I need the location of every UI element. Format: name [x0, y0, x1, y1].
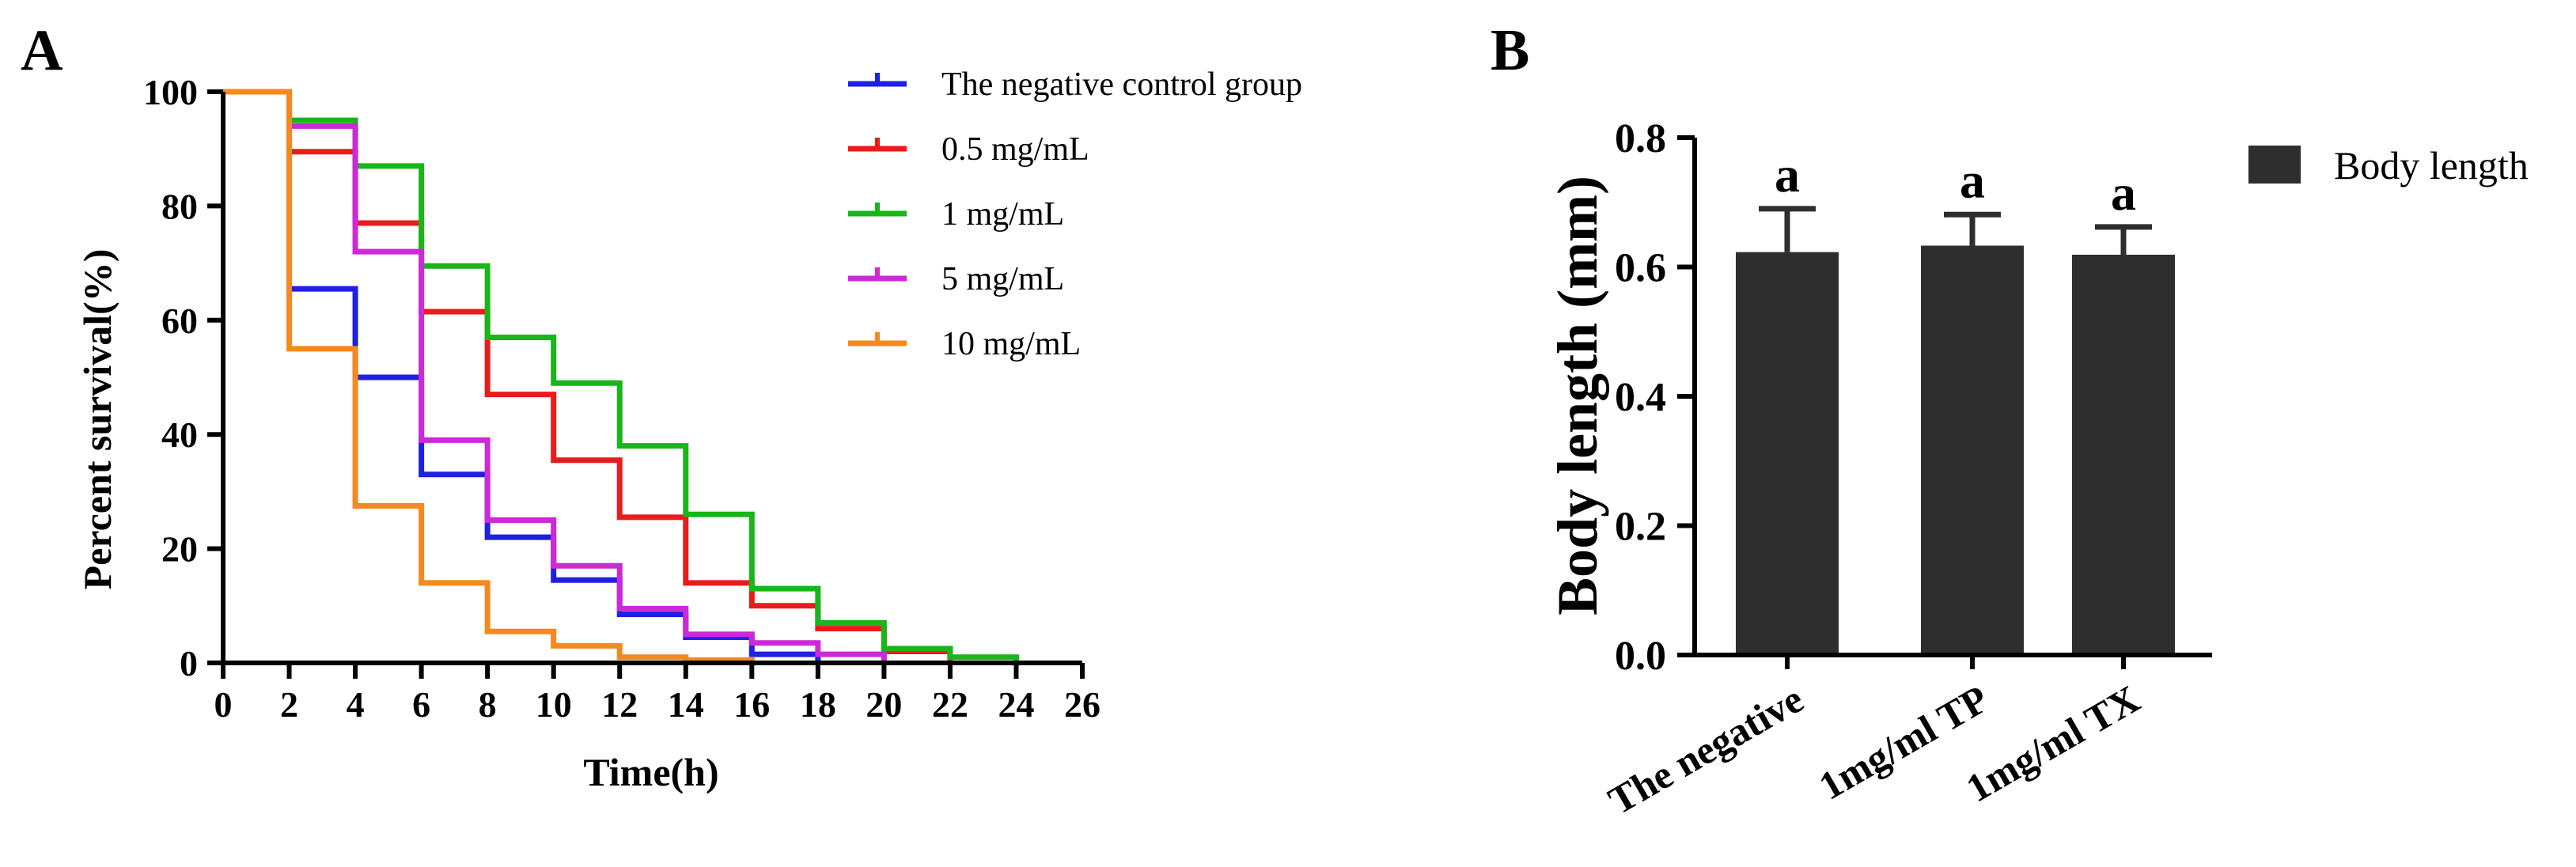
survival-legend-label-2: 0.5 mg/mL	[941, 131, 1089, 168]
survival-x-tick-label: 16	[733, 684, 770, 725]
survival-x-tick-label: 8	[479, 684, 497, 725]
survival-line-series-5	[223, 89, 755, 663]
survival-x-tick-label: 4	[347, 684, 365, 725]
survival-legend-label-4: 5 mg/mL	[941, 261, 1064, 297]
body-length-y-axis-title: Body length (mm)	[1546, 176, 1609, 615]
body-length-y-axis: 0.0 0.2 0.4 0.6 0.8	[1615, 116, 1697, 679]
survival-y-tick-label: 0	[180, 643, 198, 683]
body-length-legend-swatch	[2248, 146, 2301, 184]
body-length-bar-1	[1736, 252, 1839, 655]
survival-x-tick-label: 20	[866, 684, 902, 725]
survival-y-axis-title: Percent survival(%)	[75, 249, 119, 590]
survival-line-series-4	[223, 89, 887, 663]
body-length-category-label-3: 1mg/ml TX	[1959, 676, 2147, 811]
survival-x-tick-label: 0	[214, 684, 233, 725]
body-length-y-tick-label: 0.0	[1615, 634, 1666, 679]
survival-x-tick-label: 2	[280, 684, 298, 725]
survival-plot	[223, 89, 1019, 663]
survival-y-tick-label: 20	[161, 529, 198, 570]
survival-x-tick-label: 14	[668, 684, 704, 725]
survival-legend: The negative control group 0.5 mg/mL 1 mg/…	[848, 66, 1302, 362]
body-length-y-tick-label: 0.8	[1615, 116, 1666, 161]
survival-y-tick-label: 80	[161, 186, 198, 226]
survival-x-tick-label: 26	[1064, 684, 1100, 725]
survival-legend-label-1: The negative control group	[941, 66, 1302, 103]
survival-y-axis: 0 20 40 60 80 100	[143, 72, 225, 683]
survival-x-tick-label: 18	[800, 684, 836, 725]
survival-legend-label-3: 1 mg/mL	[941, 196, 1064, 233]
panel-b-label: B	[1491, 18, 1529, 83]
survival-line-series-2	[223, 89, 953, 663]
survival-x-axis-title: Time(h)	[583, 750, 718, 794]
survival-x-tick-label: 10	[536, 684, 572, 725]
survival-line-series-1	[223, 89, 821, 663]
body-length-bar-2	[1921, 245, 2024, 656]
survival-x-tick-label: 22	[932, 684, 968, 725]
panel-a-label: A	[21, 18, 63, 83]
survival-x-tick-label: 6	[412, 684, 430, 725]
survival-y-tick-label: 60	[161, 301, 198, 341]
body-length-significance-label-2: a	[1960, 152, 1985, 208]
survival-x-tick-label: 24	[998, 684, 1034, 725]
body-length-y-tick-label: 0.2	[1615, 505, 1666, 550]
body-length-legend: Body length	[2248, 143, 2529, 187]
survival-y-tick-label: 100	[143, 72, 198, 112]
body-length-category-label-1: The negative	[1601, 676, 1811, 823]
body-length-y-tick-label: 0.6	[1615, 246, 1666, 291]
body-length-y-tick-label: 0.4	[1615, 375, 1666, 420]
survival-x-axis: 0 2 4 6 8 10 12 14 16 18 20 22 24 26	[214, 661, 1100, 725]
survival-x-tick-label: 12	[601, 684, 638, 725]
survival-legend-label-5: 10 mg/mL	[941, 326, 1081, 362]
body-length-significance-label-1: a	[1775, 146, 1800, 203]
survival-y-tick-label: 40	[161, 415, 198, 455]
body-length-legend-label: Body length	[2334, 143, 2529, 187]
body-length-bar-3	[2072, 254, 2175, 655]
body-length-significance-label-3: a	[2111, 165, 2136, 221]
